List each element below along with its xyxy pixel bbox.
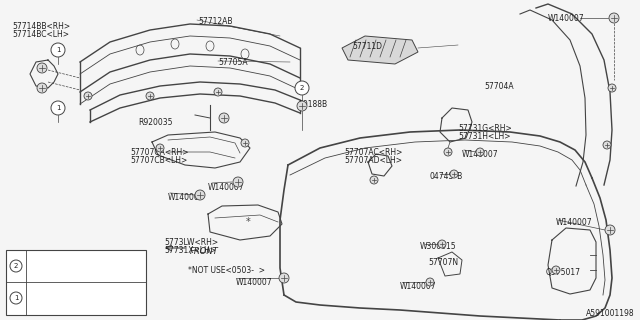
Text: 57704A: 57704A <box>484 82 514 91</box>
Text: *: * <box>246 217 250 227</box>
Text: W140007: W140007 <box>400 282 436 291</box>
Text: 57707AD<LH>: 57707AD<LH> <box>344 156 402 165</box>
Circle shape <box>279 273 289 283</box>
Text: W140007: W140007 <box>236 278 273 287</box>
Text: 57714BC<LH>: 57714BC<LH> <box>12 30 69 39</box>
Circle shape <box>233 177 243 187</box>
Circle shape <box>552 266 560 274</box>
Text: 57731G<RH>: 57731G<RH> <box>458 124 512 133</box>
Text: 1: 1 <box>56 105 60 111</box>
Circle shape <box>444 148 452 156</box>
Circle shape <box>605 225 615 235</box>
Text: W140007: W140007 <box>556 218 593 227</box>
Circle shape <box>195 190 205 200</box>
Circle shape <box>603 141 611 149</box>
Circle shape <box>295 81 309 95</box>
Text: *NOT USE<0503-  >: *NOT USE<0503- > <box>188 266 265 275</box>
Text: N370043(    -060B): N370043( -060B) <box>29 305 101 311</box>
Circle shape <box>450 170 458 178</box>
Circle shape <box>608 84 616 92</box>
Text: FRONT: FRONT <box>190 247 219 257</box>
Circle shape <box>214 88 222 96</box>
Circle shape <box>438 240 446 248</box>
Circle shape <box>51 43 65 57</box>
Text: A591001198: A591001198 <box>586 309 635 318</box>
Text: 57731H<LH>: 57731H<LH> <box>458 132 511 141</box>
Circle shape <box>297 101 307 111</box>
Text: W140007: W140007 <box>462 150 499 159</box>
Text: 2: 2 <box>14 263 18 269</box>
Circle shape <box>37 83 47 93</box>
Circle shape <box>476 148 484 156</box>
Text: 0474S*B(0703-     ): 0474S*B(0703- ) <box>29 259 105 265</box>
Text: 57705A: 57705A <box>218 58 248 67</box>
Text: 5773LW<RH>: 5773LW<RH> <box>164 238 218 247</box>
Bar <box>6 250 146 315</box>
Text: W140007: W140007 <box>548 14 584 23</box>
Text: 59188B: 59188B <box>298 100 327 109</box>
Circle shape <box>609 13 619 23</box>
Circle shape <box>10 260 22 272</box>
Text: N370056(0609-     ): N370056(0609- ) <box>29 291 105 297</box>
Text: 57712AB: 57712AB <box>198 17 232 26</box>
Text: 57714BB<RH>: 57714BB<RH> <box>12 22 70 31</box>
Circle shape <box>10 292 22 304</box>
Text: 57707CA<RH>: 57707CA<RH> <box>130 148 189 157</box>
Polygon shape <box>342 36 418 64</box>
Circle shape <box>241 139 249 147</box>
Text: 0474S*A(    -0703): 0474S*A( -0703) <box>29 273 101 279</box>
Circle shape <box>156 144 164 152</box>
Circle shape <box>51 101 65 115</box>
Text: 57707CB<LH>: 57707CB<LH> <box>130 156 188 165</box>
Circle shape <box>370 176 378 184</box>
Text: W140007: W140007 <box>168 193 205 202</box>
Text: 0474S*B: 0474S*B <box>430 172 463 181</box>
Text: 57711D: 57711D <box>352 42 382 51</box>
Text: 57731X<LH>: 57731X<LH> <box>164 246 216 255</box>
Text: Q575017: Q575017 <box>546 268 581 277</box>
Text: 2: 2 <box>300 85 304 91</box>
Text: W140007: W140007 <box>208 183 244 192</box>
Text: 57707AC<RH>: 57707AC<RH> <box>344 148 403 157</box>
Circle shape <box>37 63 47 73</box>
Text: 1: 1 <box>13 295 19 301</box>
Text: 1: 1 <box>56 47 60 53</box>
Text: 57707N: 57707N <box>428 258 458 267</box>
Circle shape <box>219 113 229 123</box>
Text: R920035: R920035 <box>138 118 173 127</box>
Circle shape <box>426 278 434 286</box>
Circle shape <box>84 92 92 100</box>
Circle shape <box>146 92 154 100</box>
Text: W300015: W300015 <box>420 242 456 251</box>
